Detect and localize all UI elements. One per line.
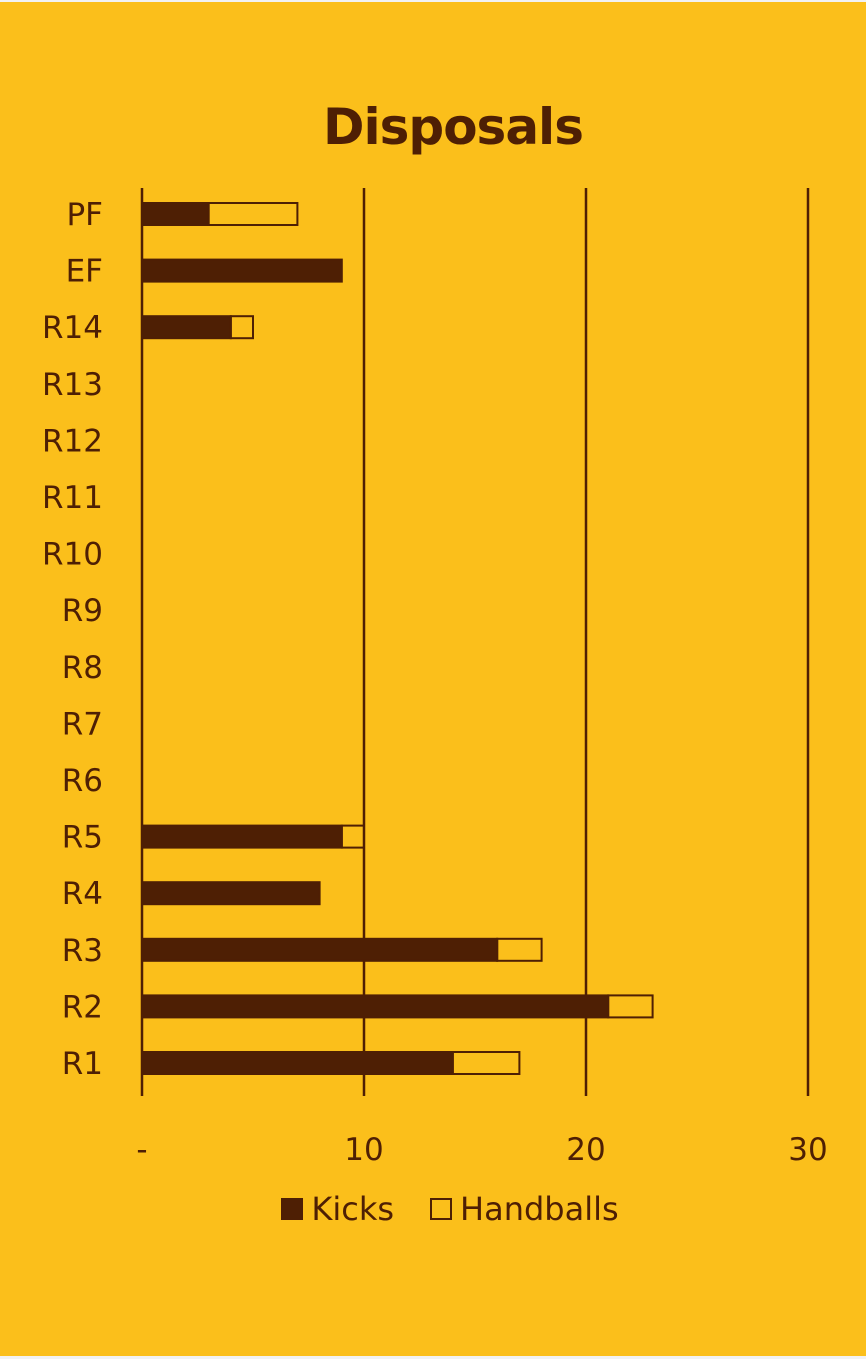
category-label: PF (66, 197, 103, 233)
legend-item-handballs: Handballs (430, 1190, 619, 1228)
legend: Kicks Handballs (0, 1190, 866, 1228)
category-label: R2 (62, 989, 103, 1025)
category-label: R1 (62, 1046, 103, 1082)
bar-handballs-r3 (496, 937, 543, 962)
bar-kicks-r1 (141, 1051, 454, 1075)
bar-handballs-pf (207, 202, 299, 226)
bar-kicks-ef (141, 258, 343, 283)
category-label: R12 (42, 423, 103, 459)
category-labels: PF EF R14 R13 R12 R11 R10 R9 R8 R7 R6 R5 R4 R3 R2 R1 (42, 197, 103, 1082)
legend-label-kicks: Kicks (311, 1190, 395, 1228)
bar-handballs-r5 (340, 824, 365, 849)
legend-label-handballs: Handballs (460, 1190, 619, 1228)
category-label: EF (66, 254, 103, 290)
bar-kicks-r14 (141, 315, 232, 340)
legend-swatch-kicks (281, 1198, 304, 1220)
category-label: R5 (62, 820, 103, 856)
category-label: R3 (62, 933, 103, 969)
legend-item-kicks: Kicks (281, 1190, 394, 1228)
legend-swatch-handballs (430, 1198, 453, 1220)
bar-kicks-r5 (141, 824, 343, 849)
plot-area: PF EF R14 R13 R12 R11 R10 R9 R8 R7 R6 R5 R4 R3 R2 R1 - 1… (42, 188, 828, 1168)
category-label: R14 (42, 310, 103, 346)
bar-kicks-r4 (141, 881, 321, 906)
bar-handballs-r14 (229, 315, 255, 340)
bar-handballs-r1 (451, 1051, 521, 1075)
x-tick-label: 30 (788, 1132, 827, 1168)
category-label: R13 (42, 367, 103, 403)
category-label: R8 (62, 650, 103, 686)
category-label: R9 (62, 593, 103, 629)
x-tick-label: - (136, 1132, 147, 1168)
bar-kicks-pf (141, 202, 210, 226)
x-tick-labels: - 10 20 30 (136, 1132, 827, 1168)
bar-kicks-r3 (141, 937, 499, 962)
x-tick-label: 20 (566, 1132, 605, 1168)
category-label: R7 (62, 706, 103, 742)
bars (141, 202, 654, 1075)
chart-title: Disposals (323, 98, 584, 156)
bar-kicks-r2 (141, 994, 610, 1019)
x-tick-label: 10 (344, 1132, 383, 1168)
bar-handballs-r2 (607, 994, 654, 1019)
category-label: R4 (62, 876, 103, 912)
category-label: R6 (62, 763, 103, 799)
category-label: R10 (42, 537, 103, 573)
category-label: R11 (42, 480, 103, 516)
